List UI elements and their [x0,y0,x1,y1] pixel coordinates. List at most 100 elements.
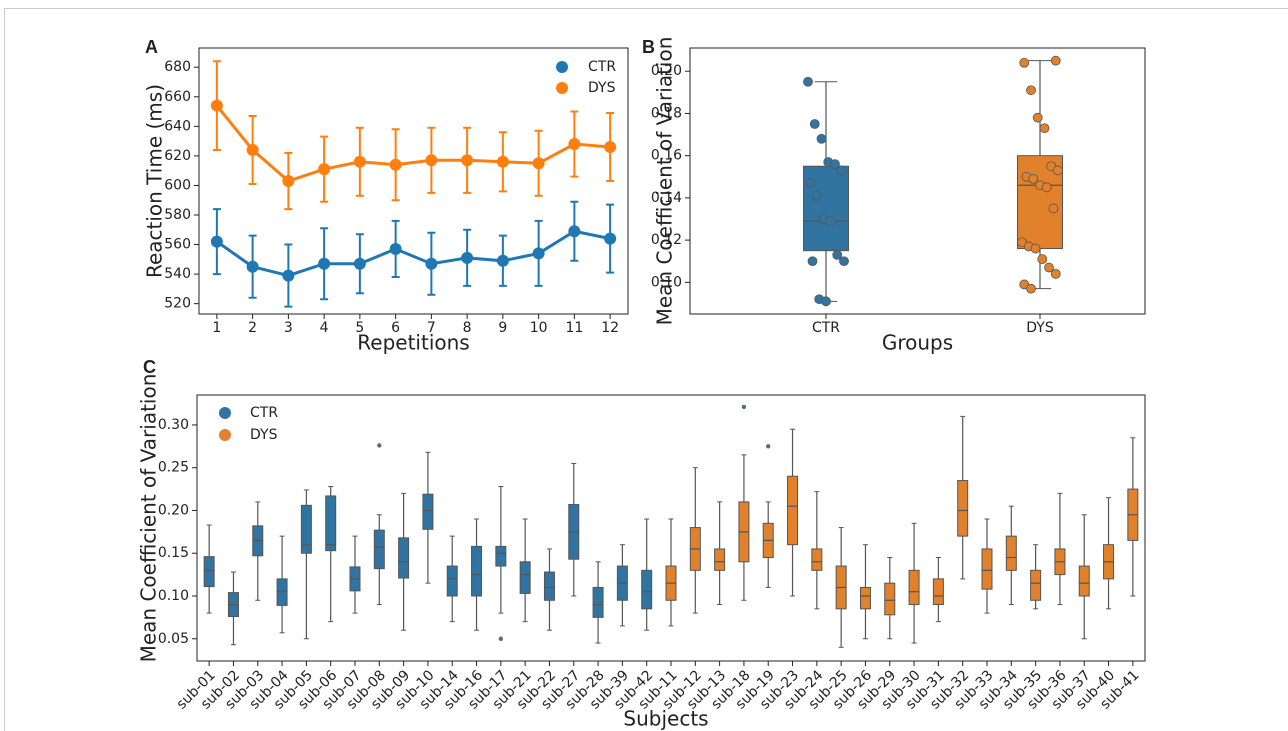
flier [377,443,382,448]
point [807,256,818,267]
y-tick-label: 0.30 [158,417,189,433]
point [1050,55,1061,66]
box [422,493,434,530]
y-tick-label: 520 [164,296,191,312]
point [604,141,617,154]
flier [741,404,747,410]
point [210,99,223,112]
point [1028,173,1039,184]
y-tick-label: 0.25 [158,460,189,476]
box [787,475,799,546]
x-tick-label: 12 [601,320,619,336]
y-tick-label: 0.14 [651,190,682,206]
x-tick-label: 9 [498,320,507,336]
point [1048,203,1059,214]
point [246,260,259,273]
box [446,565,458,597]
point [389,158,402,171]
legend-label: CTR [250,405,278,421]
legend-label: DYS [588,80,616,96]
point [1019,57,1030,68]
point [1050,268,1061,279]
y-tick-label: 580 [164,207,191,223]
box [373,529,385,570]
point [803,76,813,87]
series-line [216,229,611,278]
legend-label: DYS [250,427,278,443]
panel-label: B [642,37,655,57]
box [714,548,726,571]
point [825,216,836,227]
legend-marker [219,407,231,419]
flier [498,636,504,641]
point [832,249,843,260]
point [816,133,827,144]
point [821,296,831,307]
y-tick-label: 0.10 [651,274,682,290]
x-axis-label: Groups [882,331,953,355]
y-tick-label: 600 [164,177,191,193]
x-tick-label: 8 [463,320,472,336]
y-tick-label: 560 [164,237,191,253]
flier [766,444,771,449]
y-tick-label: 680 [164,59,191,75]
point [318,163,331,176]
box [519,561,531,594]
x-tick-label: 11 [565,320,583,336]
box [1078,565,1090,597]
box [1030,569,1042,601]
box [543,571,555,601]
point [805,178,816,189]
legend-label: CTR [588,59,616,75]
box [641,569,653,610]
point [389,242,402,255]
x-axis-label: Subjects [623,707,708,731]
point [1030,243,1041,254]
point [1026,283,1036,294]
point [1037,254,1048,265]
point [1053,165,1063,176]
y-axis-label: Mean Coefficient of Variation [653,37,677,326]
point [353,257,366,270]
point [532,157,545,170]
box [908,569,920,606]
box [300,504,312,554]
y-tick-label: 0.16 [651,148,682,164]
point [425,257,438,270]
legend-marker [556,82,568,94]
point [836,165,847,176]
point [1032,112,1043,123]
y-tick-label: 0.20 [651,63,682,79]
point [353,155,366,168]
box [398,537,410,579]
point [1039,123,1050,134]
panel-label: A [145,37,158,57]
x-tick-label: 5 [355,320,364,336]
point [604,232,617,245]
box [932,578,944,606]
point [496,155,509,168]
x-axis-label: Repetitions [357,331,469,355]
box [1005,535,1017,571]
point [568,225,581,238]
box [471,545,483,597]
x-tick-label: 7 [427,320,436,336]
axes-frame [689,47,1146,315]
point [1044,262,1054,273]
point [282,175,295,187]
box [495,545,507,567]
point [568,138,581,151]
x-tick-label: 1 [212,320,221,336]
y-axis-label: Mean Coefficient of Variation [137,374,161,663]
box [203,556,215,588]
y-tick-label: 0.10 [158,588,189,604]
box [884,582,896,616]
x-tick-label: 10 [530,320,548,336]
legend-marker [219,429,231,441]
point [210,235,223,248]
point [496,254,509,267]
y-tick-label: 0.20 [158,502,189,518]
y-tick-label: 0.05 [158,631,189,647]
